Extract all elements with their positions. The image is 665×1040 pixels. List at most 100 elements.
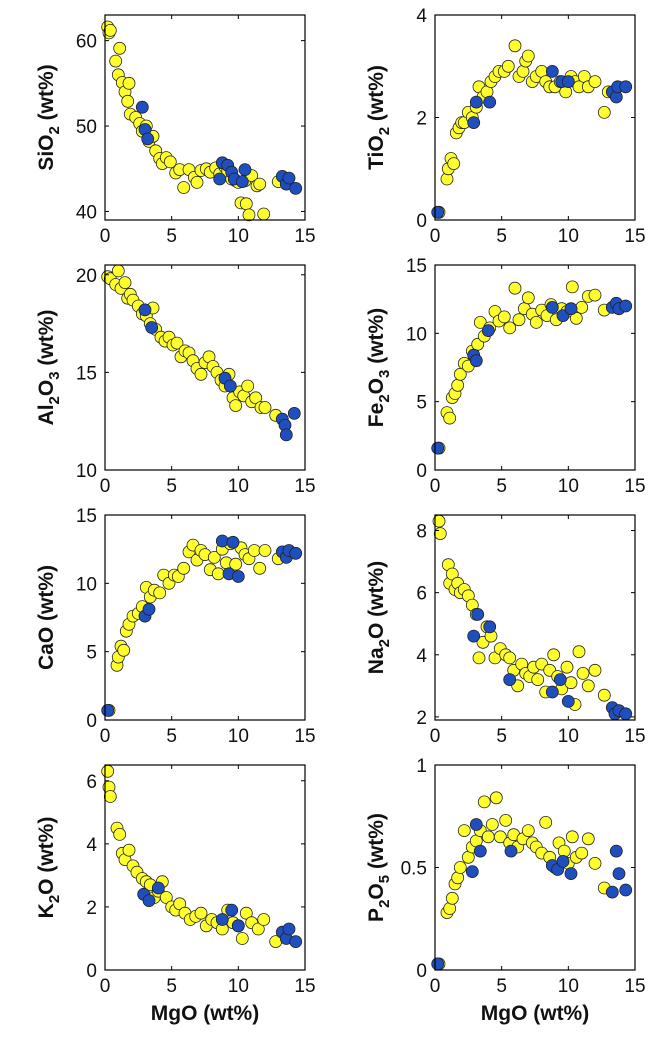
data-point-yellow [451,378,465,392]
x-tick-label: 10 [558,476,579,497]
axes-frame [104,764,306,971]
data-point-yellow [177,561,191,575]
data-point-yellow [521,49,535,63]
x-tick-label: 5 [166,976,177,997]
data-point-yellow [481,830,495,844]
data-point-blue [282,922,296,936]
y-tick-label: 2 [416,109,427,130]
data-point-yellow [229,399,243,413]
x-tick-label: 15 [624,726,645,747]
data-point-yellow [503,651,517,665]
data-point-blue [151,881,165,895]
data-point-yellow [588,288,602,302]
data-point-blue [289,181,303,195]
x-tick-label: 15 [624,476,645,497]
data-point-blue [135,100,149,114]
axes-frame [434,264,636,471]
data-point-yellow [111,264,125,278]
data-point-yellow [497,310,511,324]
data-point-blue [213,172,227,186]
data-point-blue [619,883,633,897]
y-tick-label: 15 [76,363,97,384]
y-tick-label: 1 [416,756,427,777]
data-point-blue [564,867,578,880]
y-tick-label: 0 [416,461,427,482]
y-axis-label: TiO2 (wt%) [365,65,393,170]
data-point-yellow [447,157,461,171]
data-point-yellow [258,544,272,557]
x-tick-label: 10 [228,226,249,247]
data-point-yellow [121,94,135,108]
data-point-yellow [122,76,136,90]
x-tick-label: 15 [294,726,315,747]
data-point-yellow [499,814,513,827]
data-point-yellow [257,913,271,926]
x-axis-label: MgO (wt%) [151,1002,259,1025]
data-point-blue [545,685,559,699]
axes-frame [104,264,306,471]
data-point-yellow [473,315,487,329]
y-tick-label: 5 [86,643,97,664]
y-tick-label: 15 [406,256,427,277]
data-point-blue [619,299,633,313]
chart-panel-5: 0 5 10 15 2 4 6 8 Na2O (wt%) [365,514,646,747]
data-point-yellow [241,379,255,393]
data-point-blue [469,95,483,109]
x-tick-label: 5 [496,476,507,497]
data-point-blue [226,535,240,549]
data-point-yellow [190,175,204,189]
x-tick-label: 5 [166,726,177,747]
x-tick-label: 10 [228,476,249,497]
x-tick-label: 5 [496,976,507,997]
x-axis-label: MgO (wt%) [481,1002,589,1025]
data-point-blue [235,175,249,189]
y-tick-label: 10 [406,324,427,345]
x-tick-label: 0 [100,976,111,997]
y-tick-label: 6 [86,772,97,793]
data-point-yellow [597,688,611,702]
axes-frame [104,514,306,721]
data-point-yellow [445,891,459,905]
data-point-yellow [101,764,115,778]
chart-panel-6: 0 5 10 15 0 2 4 6 K2O (wt%) MgO (wt%) [35,764,316,1025]
data-point-blue [101,704,115,717]
data-point-yellow [433,527,447,540]
data-point-yellow [153,586,167,600]
data-point-blue [231,570,245,583]
y-tick-label: 2 [86,898,97,919]
data-point-yellow [508,39,522,53]
x-tick-label: 10 [228,726,249,747]
data-point-blue [469,818,483,831]
data-point-yellow [453,861,467,874]
y-axis-label: Na2O (wt%) [365,561,393,674]
data-point-yellow [229,557,243,571]
y-tick-label: 0 [86,961,97,982]
chart-panel-0: 0 5 10 15 40 50 60 SiO2 (wt%) [35,14,316,247]
data-point-yellow [560,660,574,674]
data-point-yellow [109,54,123,68]
y-tick-label: 0 [416,961,427,982]
data-point-yellow [239,906,253,920]
x-tick-label: 0 [430,726,441,747]
data-point-yellow [588,663,602,677]
data-point-yellow [521,824,535,837]
data-point-blue [504,844,518,858]
data-point-blue [431,957,445,971]
data-point-blue [545,65,559,78]
data-point-yellow [565,280,579,294]
data-point-blue [225,903,239,917]
data-point-yellow [211,567,225,581]
y-tick-label: 4 [416,646,427,667]
data-point-yellow [113,41,127,55]
data-point-yellow [512,313,526,327]
data-point-yellow [122,843,136,857]
y-tick-label: 4 [416,6,427,27]
data-point-yellow [457,824,471,837]
data-point-blue [138,303,152,317]
data-point-yellow [239,197,253,211]
y-axis-label: Fe2O3 (wt%) [365,308,393,427]
y-axis-label: CaO (wt%) [35,565,58,670]
data-point-yellow [247,544,261,557]
data-point-blue [605,885,619,899]
data-point-yellow [501,59,515,73]
